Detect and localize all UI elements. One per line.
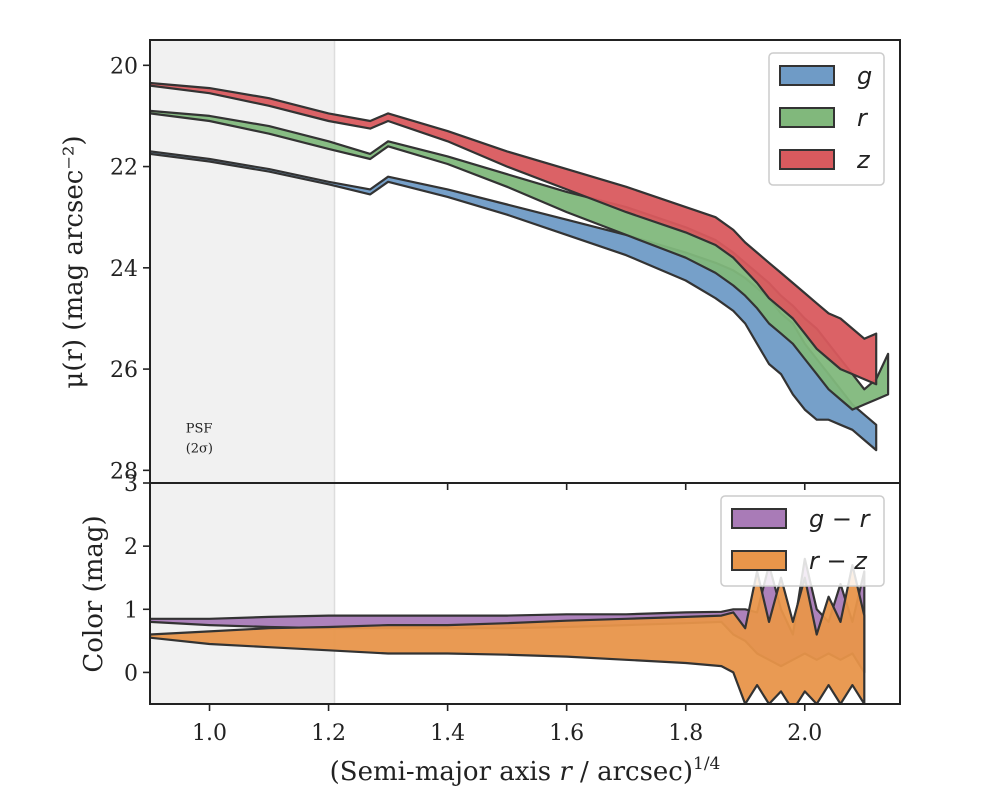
series-group [150,81,890,452]
psf-annotation-line1: PSF [186,421,213,436]
psf-region-shade [150,483,335,704]
y-axis-label-color: Color (mag) [79,515,109,672]
y-tick-label: 3 [124,472,138,497]
legend-swatch [779,65,835,86]
surface-brightness-panel: 20 22 24 26 28 grz PSF (2σ) [110,39,901,490]
legend-swatch [779,107,835,128]
x-tick-label: 1.8 [668,721,703,746]
psf-region-shade [150,40,335,483]
x-tick-label: 1.6 [549,721,584,746]
y-tick-label: 2 [124,535,138,560]
y-tick-label: 22 [110,156,138,181]
y-tick-label: 0 [124,661,138,686]
axis-labels: μ(r) (mag arcsec⁻²) Color (mag) (Semi-ma… [59,135,720,787]
color-panel: 0 1 2 3 1.0 1.2 1.4 1.6 1.8 2.0 g − r r − z [124,472,901,746]
y-tick-label: 1 [124,598,138,623]
y-tick-label: 26 [110,358,138,383]
legend-entry-label: g [857,62,872,90]
x-tick-label: 1.2 [311,721,346,746]
y-axis-label-surface-brightness: μ(r) (mag arcsec⁻²) [59,135,89,388]
band-rz [150,563,866,704]
legend-swatch [779,149,835,170]
legend-entry-label: r [857,104,869,132]
x-tick-label: 1.0 [192,721,227,746]
y-tick-label: 28 [110,459,138,484]
x-axis-label-exponent: 1/4 [693,754,720,774]
x-tick-label: 1.4 [430,721,465,746]
y-tick-label: 24 [110,257,138,282]
x-axis-label-variable: r [559,757,573,787]
x-axis-label-prefix: (Semi-major axis [330,757,560,787]
x-tick-label: 2.0 [787,721,822,746]
legend-entry-label: g − r [809,505,872,533]
legend-swatch [731,550,787,571]
series-group [150,557,866,704]
x-axis-label: (Semi-major axis r / arcsec)1/4 [330,754,721,787]
legend-entry-label: z [856,146,871,174]
psf-annotation-line2: (2σ) [186,441,213,456]
axes-frame [149,482,901,705]
legend-entry-label: r − z [809,547,868,575]
x-axis-label-suffix: / arcsec) [572,757,693,787]
band-z [150,81,878,386]
y-tick-label: 20 [110,54,138,79]
legend-swatch [731,508,787,529]
band-g [150,150,878,452]
